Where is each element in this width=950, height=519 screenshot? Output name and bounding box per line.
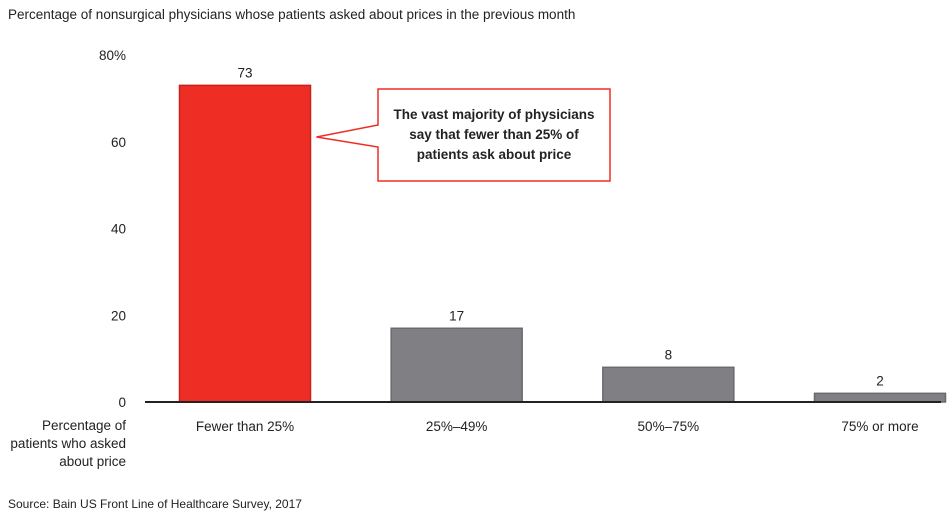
data-label: 73: [237, 65, 252, 80]
bar-0: [178, 84, 312, 403]
bar-1: [390, 327, 523, 403]
x-axis-title: Percentage of patients who asked about p…: [2, 417, 126, 471]
y-tick-label: 20: [111, 308, 126, 323]
x-axis-title-line-1: Percentage of: [41, 418, 126, 433]
x-tick-label: 50%–75%: [638, 419, 700, 434]
data-label: 17: [449, 308, 464, 323]
y-tick-label: 40: [111, 222, 126, 237]
y-tick-label: 60: [111, 135, 126, 150]
y-tick-label: 0: [118, 395, 126, 410]
bar-3: [813, 392, 947, 403]
data-label: 8: [665, 347, 673, 362]
data-label: 2: [876, 373, 884, 388]
chart-title: Percentage of nonsurgical physicians who…: [8, 7, 576, 22]
annotation-callout-text: The vast majority of physicians say that…: [393, 107, 595, 162]
source-note: Source: Bain US Front Line of Healthcare…: [8, 497, 302, 511]
bar-2: [602, 366, 735, 403]
annotation-callout-box: [316, 88, 611, 182]
x-tick-label: Fewer than 25%: [196, 419, 294, 434]
x-axis-title-line-3: about price: [59, 454, 126, 469]
x-tick-label: 75% or more: [841, 419, 918, 434]
x-tick-label: 25%–49%: [426, 419, 488, 434]
y-tick-label: 80%: [99, 48, 126, 63]
x-axis-title-line-2: patients who asked: [10, 436, 126, 451]
